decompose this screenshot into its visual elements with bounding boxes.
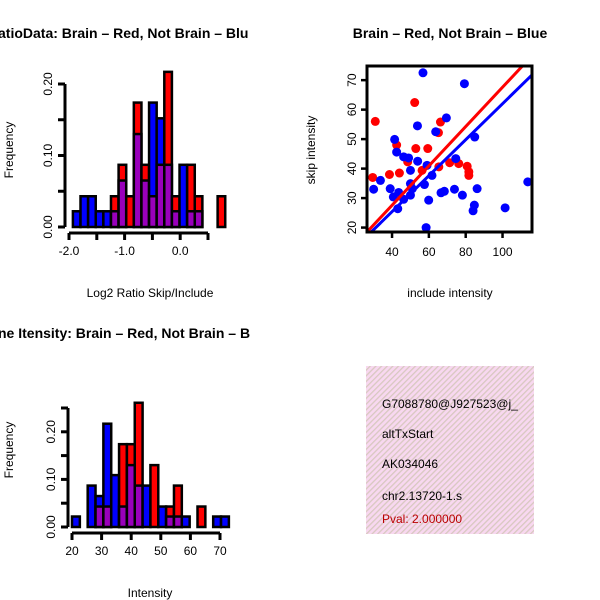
hist2-x-tick-label: 70 (213, 544, 227, 558)
hist2-xlabel: Intensity (128, 586, 173, 600)
info-panel: G7088780@J927523@j_ altTxStart AK034046 … (366, 366, 534, 534)
hist1-y-tick-label: 0.00 (41, 215, 55, 239)
scatter-y-tick-label: 30 (345, 191, 359, 205)
scatter-point-blue (412, 121, 422, 131)
scatter-y-tick-label: 50 (345, 132, 359, 146)
scatter-box (365, 64, 534, 234)
scatter-point-red (394, 168, 404, 178)
hist2-ylabel: Frequency (2, 422, 16, 479)
hist1-y-tick-label: 0.10 (41, 143, 55, 167)
info-line: chr2.13720-1.s (382, 489, 462, 503)
scatter-point-blue (451, 154, 461, 164)
scatter-point-blue (431, 127, 441, 137)
scatter-point-blue (439, 186, 449, 196)
scatter-point-blue (369, 184, 379, 194)
hist1-x-tick-label: -1.0 (114, 244, 135, 258)
scatter-point-blue (441, 113, 451, 123)
scatter-y-tick-label: 60 (345, 103, 359, 117)
scatter-point-blue (523, 177, 532, 187)
fit-line-blue (369, 73, 532, 232)
scatter-point-blue (457, 190, 467, 200)
pval-text: Pval: 2.000000 (382, 512, 462, 526)
scatter-point-blue (459, 79, 469, 89)
scatter-point-blue (404, 153, 414, 163)
hist2-x-tick-label: 30 (95, 544, 109, 558)
hist2-x-tick-label: 60 (184, 544, 198, 558)
hist1-bar (216, 195, 227, 229)
scatter-y-tick-label: 40 (345, 162, 359, 176)
info-line: G7088780@J927523@j_ (382, 397, 518, 411)
scatter-point-blue (413, 156, 423, 166)
scatter-point-blue (421, 223, 431, 232)
scatter-point-blue (405, 165, 415, 175)
scatter-x-tick-label: 40 (385, 245, 399, 259)
scatter-point-blue (472, 184, 482, 194)
scatter-point-red (410, 98, 420, 108)
hist2-bar (70, 515, 82, 529)
scatter-y-tick-label: 20 (345, 221, 359, 235)
hist2-bar (219, 515, 231, 529)
scatter-point-blue (418, 68, 428, 78)
hist1-y-tick-label: 0.20 (41, 72, 55, 96)
hist1-bar-overlap (193, 210, 204, 229)
scatter-point-blue (385, 184, 395, 194)
scatter-title: Brain – Red, Not Brain – Blue (353, 25, 548, 41)
hist1-title: atioData: Brain – Red, Not Brain – Blu (0, 25, 248, 41)
scatter-x-tick-label: 100 (493, 245, 513, 259)
scatter-point-blue (392, 147, 402, 157)
scatter-point-blue (375, 175, 385, 185)
hist2-bar (180, 515, 191, 529)
scatter-point-blue (468, 206, 478, 216)
scatter-point-red (368, 172, 378, 182)
scatter-point-red (411, 144, 421, 154)
hist2-y-tick-label: 0.20 (44, 420, 58, 444)
fit-line-red (367, 66, 525, 232)
hist1-x-tick-label: -2.0 (59, 244, 80, 258)
hist2-y-tick-label: 0.10 (44, 467, 58, 491)
info-line: altTxStart (382, 427, 434, 441)
hist1-ylabel: Frequency (2, 122, 16, 179)
scatter-point-red (423, 144, 433, 154)
scatter-point-blue (390, 134, 400, 144)
scatter-point-red (370, 116, 380, 126)
hist1-xlabel: Log2 Ratio Skip/Include (87, 286, 214, 300)
hist1-x-tick-label: 0.0 (172, 244, 189, 258)
scatter-x-tick-label: 60 (422, 245, 436, 259)
hist2-y-tick-label: 0.00 (44, 515, 58, 539)
scatter-point-red (464, 170, 474, 180)
hist2-bar (149, 463, 160, 529)
scatter-xlabel: include intensity (407, 286, 492, 300)
scatter-point-blue (424, 195, 434, 205)
scatter-ylabel: skip intensity (304, 116, 318, 185)
scatter-x-tick-label: 80 (459, 245, 473, 259)
hist2-title: ne Itensity: Brain – Red, Not Brain – B (0, 325, 250, 341)
hist2-x-tick-label: 50 (154, 544, 168, 558)
info-line: AK034046 (382, 457, 438, 471)
hist2-x-tick-label: 40 (125, 544, 139, 558)
scatter-point-blue (449, 184, 459, 194)
scatter-point-red (384, 170, 394, 180)
scatter-y-tick-label: 70 (345, 73, 359, 87)
scatter-point-blue (500, 203, 510, 213)
hist2-x-tick-label: 20 (65, 544, 79, 558)
hist2-bar (196, 505, 207, 529)
